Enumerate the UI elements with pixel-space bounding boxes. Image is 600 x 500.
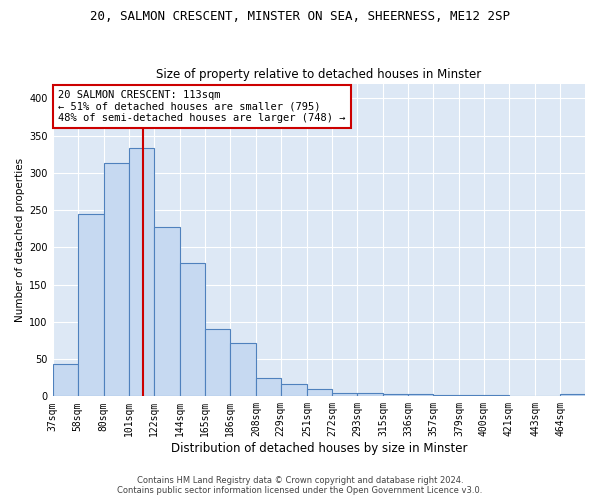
Bar xyxy=(281,384,307,396)
Bar xyxy=(408,394,433,396)
Bar xyxy=(332,394,357,396)
Bar xyxy=(104,163,129,396)
Text: Contains HM Land Registry data © Crown copyright and database right 2024.
Contai: Contains HM Land Registry data © Crown c… xyxy=(118,476,482,495)
Bar xyxy=(383,394,408,396)
Bar xyxy=(154,226,180,396)
Title: Size of property relative to detached houses in Minster: Size of property relative to detached ho… xyxy=(156,68,481,81)
Bar xyxy=(433,395,459,396)
Bar xyxy=(307,389,332,396)
Bar xyxy=(256,378,281,396)
Bar xyxy=(459,395,484,396)
X-axis label: Distribution of detached houses by size in Minster: Distribution of detached houses by size … xyxy=(170,442,467,455)
Text: 20 SALMON CRESCENT: 113sqm
← 51% of detached houses are smaller (795)
48% of sem: 20 SALMON CRESCENT: 113sqm ← 51% of deta… xyxy=(58,90,346,123)
Bar xyxy=(484,395,509,396)
Bar xyxy=(560,394,585,396)
Bar xyxy=(180,263,205,396)
Bar xyxy=(77,214,104,396)
Bar xyxy=(357,394,383,396)
Y-axis label: Number of detached properties: Number of detached properties xyxy=(15,158,25,322)
Bar xyxy=(53,364,77,396)
Bar xyxy=(230,342,256,396)
Text: 20, SALMON CRESCENT, MINSTER ON SEA, SHEERNESS, ME12 2SP: 20, SALMON CRESCENT, MINSTER ON SEA, SHE… xyxy=(90,10,510,23)
Bar xyxy=(129,148,154,396)
Bar xyxy=(205,330,230,396)
